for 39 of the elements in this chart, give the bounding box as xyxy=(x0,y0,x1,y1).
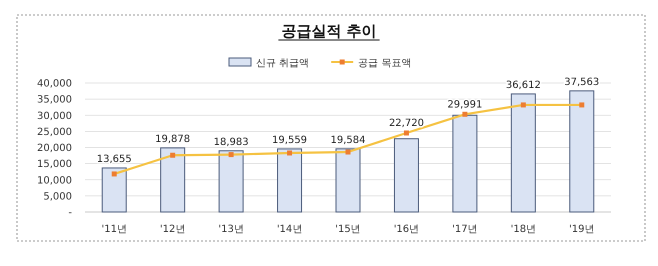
x-tick-label: '13년 xyxy=(218,224,244,235)
data-label: 22,720 xyxy=(388,118,424,129)
x-tick-label: '18년 xyxy=(510,224,536,235)
y-tick-label: 15,000 xyxy=(37,159,72,170)
legend-label: 공급 목표액 xyxy=(358,58,412,69)
bar xyxy=(569,90,594,212)
data-label: 19,878 xyxy=(155,134,190,145)
bar xyxy=(452,114,478,212)
bar xyxy=(336,148,360,212)
data-label: 19,584 xyxy=(330,134,366,146)
y-tick-label: 25,000 xyxy=(37,126,72,138)
data-label: 19,559 xyxy=(272,134,308,146)
bar xyxy=(160,147,186,212)
data-label: 13,655 xyxy=(96,154,132,165)
x-tick-label: '12년 xyxy=(160,224,186,235)
chart-title: 공급실적 추이 xyxy=(281,22,377,40)
bar xyxy=(510,93,536,212)
bar xyxy=(102,167,127,212)
y-tick-label: 20,000 xyxy=(37,143,72,154)
data-label: 18,983 xyxy=(214,136,249,148)
y-tick-label: 30,000 xyxy=(37,110,72,122)
x-tick-label: '15년 xyxy=(335,224,361,235)
y-tick-label: 10,000 xyxy=(37,175,72,186)
bar xyxy=(277,148,302,212)
y-tick-label: 40,000 xyxy=(37,78,72,90)
y-tick-label: - xyxy=(68,208,72,218)
y-tick-label: 5,000 xyxy=(43,191,72,202)
x-tick-label: '14년 xyxy=(276,224,302,235)
data-label: 37,563 xyxy=(564,76,600,88)
x-tick-label: '19년 xyxy=(569,224,595,235)
bar xyxy=(394,138,419,212)
data-label: 36,612 xyxy=(506,80,541,91)
x-tick-label: '16년 xyxy=(394,224,420,235)
y-tick-label: 35,000 xyxy=(37,94,72,106)
bar xyxy=(218,150,244,212)
legend-label: 신규 취급액 xyxy=(256,58,310,69)
x-tick-label: '11년 xyxy=(101,224,127,235)
x-tick-label: '17년 xyxy=(452,224,478,235)
data-label: 29,991 xyxy=(447,99,482,110)
